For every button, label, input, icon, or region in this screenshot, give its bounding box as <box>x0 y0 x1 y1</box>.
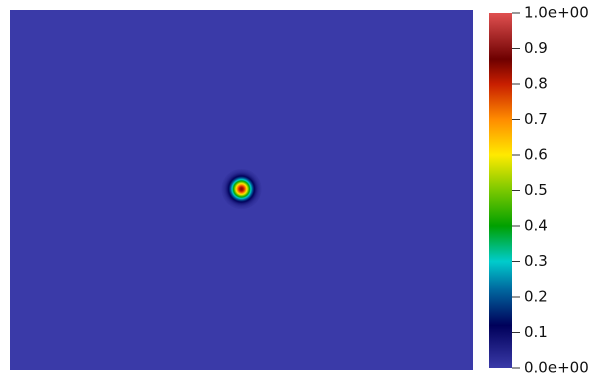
colorbar-tick-label: 0.7 <box>524 110 548 128</box>
colorbar-tick-label: 0.6 <box>524 146 548 164</box>
colorbar-tick-label: 0.0e+00 <box>524 359 589 374</box>
colorbar-tick-label: 0.9 <box>524 39 548 57</box>
colorbar-ticks: 1.0e+00 0.9 0.8 0.7 0.6 0.5 0.4 0.3 0.2 0.1 0.0e+0… <box>512 4 589 374</box>
colorbar-tick-label: 0.8 <box>524 75 548 93</box>
colorbar-tick-label: 1.0e+00 <box>524 4 589 22</box>
colorbar-tick-label: 0.1 <box>524 323 548 341</box>
colorbar-tick-label: 0.2 <box>524 288 548 306</box>
colorbar-tick-label: 0.4 <box>524 217 548 235</box>
colorbar-tick-label: 0.5 <box>524 181 548 199</box>
gaussian-hotspot <box>219 167 264 211</box>
colorbar-tick-label: 0.3 <box>524 252 548 270</box>
colorbar <box>489 13 512 368</box>
